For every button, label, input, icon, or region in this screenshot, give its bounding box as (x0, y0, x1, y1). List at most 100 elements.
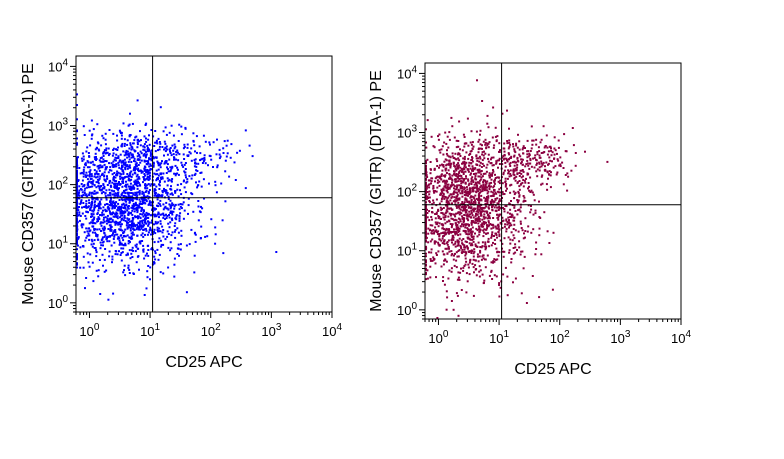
event-point (165, 217, 168, 219)
event-point (458, 237, 461, 240)
event-point (503, 142, 506, 145)
event-point (428, 251, 430, 254)
event-point (76, 220, 78, 223)
event-point (161, 225, 164, 228)
event-point (149, 151, 152, 154)
event-point (498, 198, 501, 201)
event-point (132, 156, 135, 159)
event-point (484, 216, 487, 219)
event-point (498, 199, 501, 202)
event-point (528, 189, 531, 192)
event-point (142, 235, 145, 238)
event-point (572, 144, 575, 147)
event-point (112, 177, 115, 180)
event-point (532, 157, 535, 160)
event-point (451, 155, 454, 158)
event-point (108, 250, 111, 253)
event-point (85, 277, 88, 279)
event-point (116, 237, 119, 240)
event-point (466, 245, 468, 248)
event-point (105, 269, 108, 272)
event-point (122, 161, 125, 164)
event-point (463, 136, 466, 138)
event-point (171, 231, 174, 234)
event-point (464, 197, 467, 200)
event-point (425, 212, 427, 215)
event-point (91, 197, 94, 200)
event-point (85, 150, 88, 153)
event-point (486, 202, 489, 205)
event-point (445, 247, 448, 250)
event-point (461, 177, 464, 180)
event-point (507, 172, 510, 175)
event-point (483, 231, 486, 234)
event-point (171, 193, 174, 196)
event-point (474, 218, 477, 221)
event-point (86, 166, 89, 169)
event-point (491, 204, 494, 207)
event-point (432, 185, 435, 187)
event-point (478, 138, 481, 141)
event-point (478, 265, 481, 268)
event-point (516, 182, 519, 185)
event-point (92, 213, 95, 216)
event-point (438, 222, 441, 225)
event-point (147, 223, 150, 226)
event-point (106, 206, 109, 209)
event-point (204, 162, 207, 165)
event-point (470, 143, 473, 146)
event-point (513, 216, 516, 219)
event-point (166, 215, 169, 217)
event-point (158, 148, 161, 151)
event-point (556, 171, 559, 174)
event-point (499, 239, 502, 242)
event-point (116, 215, 119, 218)
event-point (501, 242, 504, 245)
event-point (86, 146, 89, 149)
event-point (481, 175, 484, 178)
event-point (480, 199, 483, 202)
event-point (76, 223, 78, 226)
event-point (532, 193, 535, 196)
event-point (460, 180, 462, 183)
event-point (100, 198, 103, 201)
event-point (143, 197, 146, 200)
event-point (116, 149, 119, 151)
event-point (168, 131, 171, 134)
event-point (483, 217, 486, 220)
event-point (204, 140, 207, 143)
event-point (479, 147, 482, 150)
event-point (468, 261, 471, 264)
event-point (127, 160, 130, 163)
event-point (459, 271, 462, 274)
event-point (492, 195, 495, 197)
event-point (469, 238, 472, 241)
event-point (102, 191, 105, 193)
event-point (127, 242, 130, 245)
event-point (162, 243, 165, 246)
event-point (513, 206, 516, 209)
event-point (480, 208, 483, 211)
event-point (446, 207, 449, 210)
event-point (114, 192, 117, 195)
event-point (453, 230, 455, 233)
event-point (498, 194, 501, 197)
event-point (549, 159, 552, 162)
event-point (103, 187, 106, 190)
event-point (457, 188, 460, 191)
event-point (116, 212, 119, 215)
event-point (506, 211, 509, 214)
event-point (461, 162, 463, 165)
event-point (197, 200, 200, 202)
event-point (170, 192, 173, 195)
event-point (93, 239, 96, 242)
event-point (454, 215, 457, 218)
event-point (168, 158, 171, 161)
event-point (155, 222, 157, 225)
event-point (457, 229, 460, 232)
event-point (153, 194, 156, 197)
event-point (536, 162, 538, 165)
event-point (76, 173, 78, 175)
event-point (216, 138, 218, 141)
event-point (446, 135, 449, 138)
